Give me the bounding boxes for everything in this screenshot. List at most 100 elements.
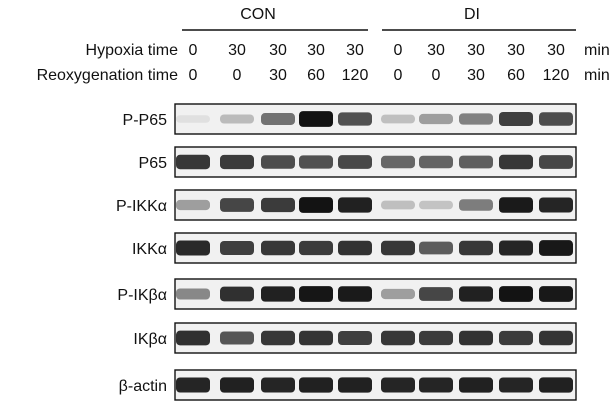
blot-band <box>381 288 415 300</box>
blot-label: β-actin <box>119 378 167 395</box>
hypoxia-value-lane-9: 30 <box>507 42 525 59</box>
blot-band <box>499 330 533 346</box>
blot-band <box>261 240 295 256</box>
blot-band <box>419 377 453 393</box>
blot-band <box>176 330 210 346</box>
hypoxia-value-lane-6: 0 <box>394 42 403 59</box>
blot-band <box>338 112 372 126</box>
blot-band <box>220 198 254 212</box>
reoxygen-value-lane-4: 60 <box>307 67 325 84</box>
blot-band <box>459 199 493 211</box>
hypoxia-value-lane-2: 30 <box>228 42 246 59</box>
hypoxia-value-lane-7: 30 <box>427 42 445 59</box>
hypoxia-time-unit: min <box>584 42 610 59</box>
reoxygen-value-lane-8: 30 <box>467 67 485 84</box>
blot-band <box>176 240 210 256</box>
blot-band <box>261 286 295 302</box>
blot-band <box>338 155 372 169</box>
blot-band <box>299 330 333 346</box>
blot-band <box>499 286 533 302</box>
blot-label: P-IKKα <box>116 198 167 215</box>
hypoxia-value-lane-3: 30 <box>269 42 287 59</box>
blot-band <box>381 155 415 169</box>
blot-band <box>220 114 254 124</box>
blot-row: β-actin <box>119 369 577 401</box>
blot-band <box>381 377 415 393</box>
blot-band <box>419 155 453 169</box>
blot-band <box>419 287 453 301</box>
blot-band <box>261 197 295 213</box>
blot-band <box>261 155 295 169</box>
blot-band <box>459 240 493 256</box>
blot-band <box>539 112 573 126</box>
blot-band <box>338 240 372 256</box>
blot-row: IKKα <box>132 232 577 264</box>
blot-band <box>539 286 573 302</box>
blot-band <box>338 286 372 302</box>
blot-band <box>459 286 493 302</box>
reoxygen-value-lane-6: 0 <box>394 67 403 84</box>
hypoxia-time-label: Hypoxia time <box>86 42 179 59</box>
blot-band <box>261 377 295 393</box>
blot-band <box>220 377 254 393</box>
blot-band <box>539 377 573 393</box>
blot-row: P-IKKα <box>116 189 577 221</box>
blot-band <box>459 330 493 346</box>
blot-label: IKβα <box>133 331 167 348</box>
blot-band <box>419 241 453 255</box>
blot-band <box>499 240 533 256</box>
hypoxia-value-lane-5: 30 <box>346 42 364 59</box>
blot-band <box>459 113 493 125</box>
blot-band <box>220 331 254 345</box>
blot-band <box>220 154 254 170</box>
blot-band <box>381 200 415 210</box>
reoxygen-value-lane-3: 30 <box>269 67 287 84</box>
blot-row: P-P65 <box>123 103 577 135</box>
blot-band <box>338 330 372 346</box>
blot-row: P65 <box>139 146 577 178</box>
reoxygen-value-lane-7: 0 <box>432 67 441 84</box>
blot-band <box>299 240 333 256</box>
blot-band <box>499 377 533 393</box>
blot-band <box>338 197 372 213</box>
blot-row: IKβα <box>133 322 577 354</box>
blot-row: P-IKβα <box>117 278 577 310</box>
blot-band <box>261 113 295 125</box>
blot-band <box>176 377 210 393</box>
blot-band <box>220 286 254 302</box>
blot-band <box>539 155 573 169</box>
blot-band <box>419 330 453 346</box>
blot-band <box>299 197 333 213</box>
reoxygen-value-lane-1: 0 <box>189 67 198 84</box>
group-label-di: DI <box>464 6 480 23</box>
blot-band <box>539 330 573 346</box>
blot-band <box>220 240 254 256</box>
hypoxia-value-lane-4: 30 <box>307 42 325 59</box>
blot-band <box>539 240 573 256</box>
blot-band <box>381 114 415 124</box>
blot-band <box>299 286 333 302</box>
reoxygenation-time-label: Reoxygenation time <box>37 67 179 84</box>
blot-band <box>381 330 415 346</box>
blot-band <box>499 111 533 127</box>
group-label-con: CON <box>240 6 276 23</box>
hypoxia-value-lane-1: 0 <box>189 42 198 59</box>
blot-band <box>338 377 372 393</box>
blot-band <box>261 330 295 346</box>
blot-panels: P-P65 P65 P-IKKα IKKα P-IKβα IKβα β-actin <box>116 103 577 401</box>
blot-band <box>176 288 210 300</box>
reoxygen-value-lane-9: 60 <box>507 67 525 84</box>
blot-label: IKKα <box>132 241 167 258</box>
reoxygen-value-lane-2: 0 <box>233 67 242 84</box>
reoxygenation-time-unit: min <box>584 67 610 84</box>
blot-band <box>299 155 333 169</box>
blot-band <box>499 197 533 213</box>
blot-band <box>299 111 333 127</box>
hypoxia-value-lane-8: 30 <box>467 42 485 59</box>
blot-band <box>459 155 493 169</box>
blot-band <box>381 240 415 256</box>
blot-label: P65 <box>139 155 168 172</box>
reoxygenation-time-values: 0 0 30 60 120 0 0 30 60 120 <box>189 67 570 84</box>
hypoxia-time-values: 0 30 30 30 30 0 30 30 30 30 <box>189 42 565 59</box>
